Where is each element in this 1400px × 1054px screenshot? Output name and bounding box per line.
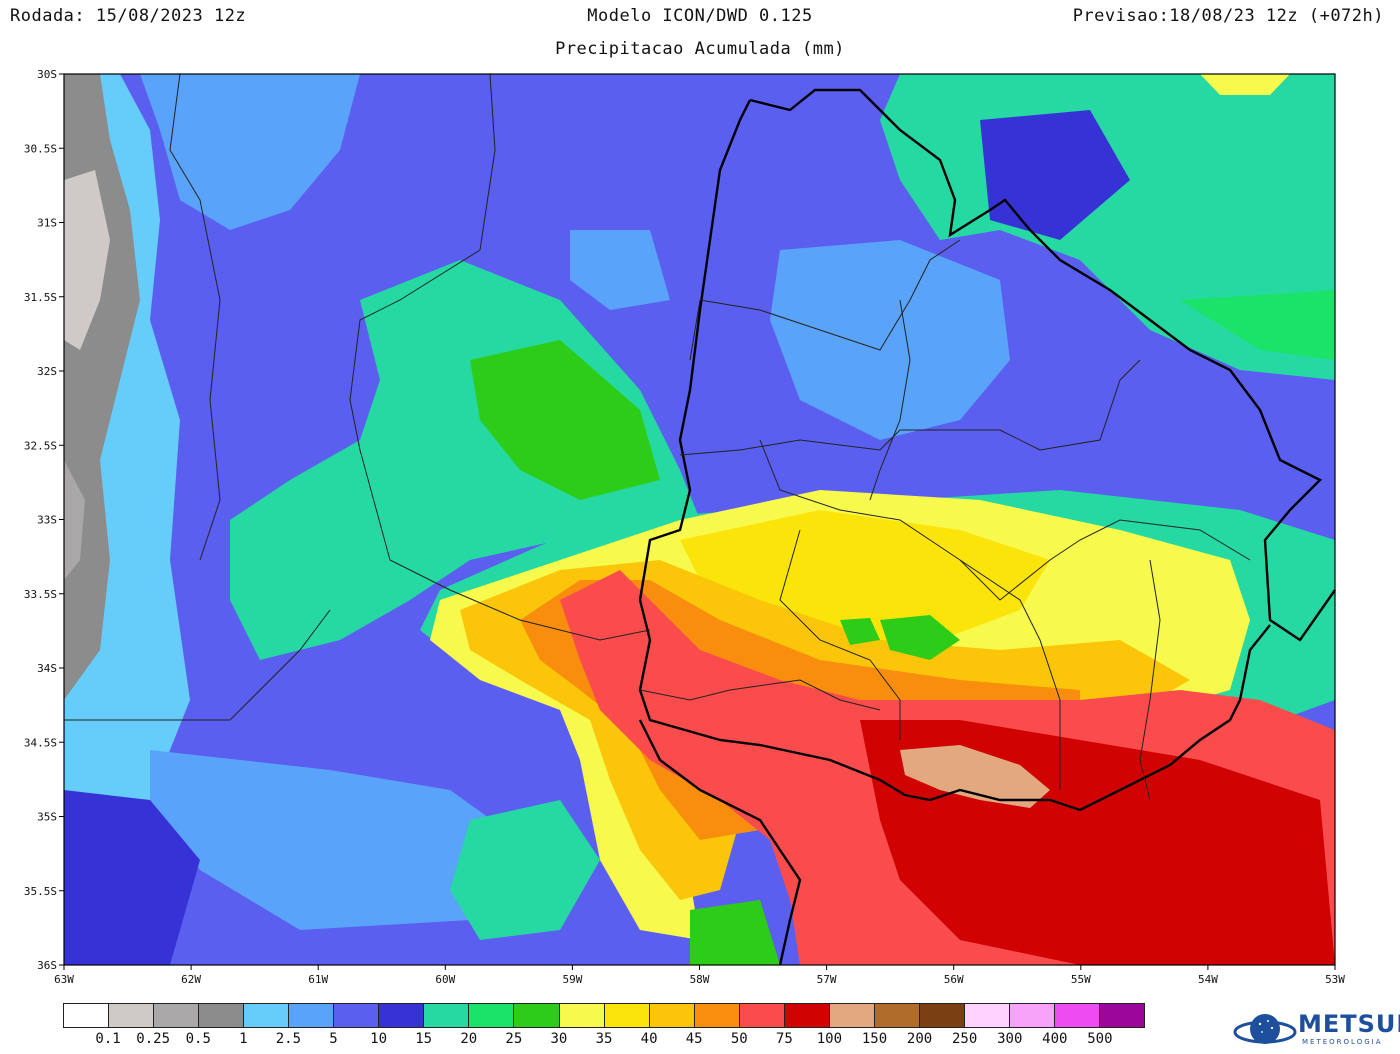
legend-label: 400 (1042, 1031, 1068, 1047)
legend-swatch (154, 1004, 200, 1027)
legend-swatch (649, 1004, 695, 1027)
legend-swatch (964, 1004, 1010, 1027)
lon-label: 55W (1071, 973, 1091, 986)
lon-label: 58W (690, 973, 710, 986)
legend-label: 30 (550, 1031, 568, 1047)
model-label: Modelo ICON/DWD 0.125 (587, 6, 813, 26)
legend-label: 75 (775, 1031, 793, 1047)
legend-swatch (1055, 1004, 1101, 1027)
legend-label: 200 (906, 1031, 933, 1047)
legend-swatch (784, 1004, 830, 1027)
legend-swatch (919, 1004, 965, 1027)
legend-label: 2.5 (275, 1031, 302, 1047)
legend-label: 15 (415, 1031, 433, 1047)
legend-swatch (694, 1004, 740, 1027)
legend-label: 500 (1087, 1031, 1113, 1047)
lat-label: 35.5S (24, 885, 57, 898)
lat-label: 34S (37, 662, 57, 675)
lon-label: 57W (817, 973, 837, 986)
logo-subtext: METEOROLOGIA (1302, 1038, 1383, 1046)
legend-swatch (334, 1004, 380, 1027)
lat-label: 31.5S (24, 291, 57, 304)
legend-swatch (1100, 1004, 1145, 1027)
lon-label: 53W (1325, 973, 1345, 986)
lon-label: 61W (308, 973, 328, 986)
legend-swatch (874, 1004, 920, 1027)
run-label: Rodada: 15/08/2023 12z (10, 6, 247, 26)
legend-label: 40 (640, 1031, 658, 1047)
legend-label: 250 (952, 1031, 978, 1047)
country-borders (64, 73, 1336, 966)
legend-swatch (739, 1004, 785, 1027)
lat-label: 30.5S (24, 142, 57, 155)
lat-label: 36S (37, 959, 57, 972)
axis-ticks: 30S 30.5S 31S 31.5S 32S 32.5S 33S 33.5S 34S 34.5S… (24, 68, 1345, 986)
legend-label: 0.25 (136, 1031, 171, 1047)
forecast-label: Previsao:18/08/23 12z (+072h) (1072, 6, 1384, 26)
legend-swatch (1009, 1004, 1056, 1027)
lon-label: 60W (435, 973, 455, 986)
legend-swatch (604, 1004, 650, 1027)
lat-label: 35S (37, 811, 57, 824)
legend-label: 50 (730, 1031, 748, 1047)
legend-label: 10 (370, 1031, 388, 1047)
legend-label: 0.5 (185, 1031, 211, 1047)
legend-swatch (379, 1004, 425, 1027)
precip-field (64, 74, 1335, 965)
lat-label: 31S (37, 217, 57, 230)
lon-label: 56W (944, 973, 964, 986)
lat-label: 33.5S (24, 588, 57, 601)
legend-swatch (829, 1004, 875, 1027)
legend-swatch (64, 1004, 110, 1027)
lon-label: 63W (54, 973, 74, 986)
legend-label: 100 (816, 1031, 843, 1047)
legend-label: 300 (997, 1031, 1023, 1047)
legend-swatch (244, 1004, 290, 1027)
lat-label: 30S (37, 68, 57, 81)
lat-label: 34.5S (24, 736, 57, 749)
legend-swatch (514, 1004, 560, 1027)
legend-label: 150 (861, 1031, 888, 1047)
metsul-logo: METSUL METEOROLOGIA (1232, 1008, 1400, 1050)
precipitation-map: 30S 30.5S 31S 31.5S 32S 32.5S 33S 33.5S 34S 34.5S… (24, 68, 1345, 986)
globe-icon (1233, 1014, 1297, 1044)
lon-label: 62W (181, 973, 201, 986)
legend-swatch (109, 1004, 155, 1027)
lat-label: 33S (37, 514, 57, 527)
legend-label: 20 (460, 1031, 478, 1047)
legend-swatch (469, 1004, 515, 1027)
legend-label: 0.1 (95, 1031, 121, 1047)
legend-swatch (289, 1004, 335, 1027)
legend-label: 35 (595, 1031, 613, 1047)
lon-label: 59W (562, 973, 582, 986)
color-legend (63, 1003, 1145, 1028)
legend-label: 5 (329, 1031, 338, 1047)
lat-label: 32.5S (24, 439, 57, 452)
legend-label: 25 (505, 1031, 523, 1047)
lat-label: 32S (37, 365, 57, 378)
legend-label: 1 (239, 1031, 248, 1047)
map-subtitle: Precipitacao Acumulada (mm) (555, 39, 845, 59)
legend-label: 45 (685, 1031, 703, 1047)
legend-swatch (199, 1004, 245, 1027)
logo-text: METSUL (1298, 1010, 1400, 1038)
legend-swatch (559, 1004, 605, 1027)
legend-labels: 0.1 0.25 0.5 1 2.5 5 10 15 20 25 30 35 40 45 50 75 100 15… (63, 1031, 1145, 1049)
lon-label: 54W (1198, 973, 1218, 986)
legend-swatch (424, 1004, 470, 1027)
